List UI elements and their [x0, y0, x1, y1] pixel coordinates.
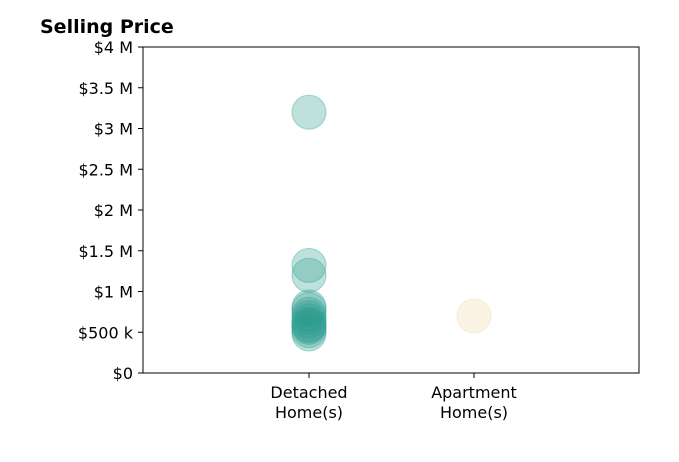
y-tick-label: $0: [113, 364, 133, 383]
chart-marks: [291, 94, 492, 352]
chart-title: Selling Price: [40, 16, 174, 38]
y-tick-label: $3 M: [94, 120, 133, 139]
y-tick-label: $2 M: [94, 201, 133, 220]
y-axis: $0 $500 k $1 M $1.5 M $2 M $2.5 M $3 M $3.5 M $4…: [78, 38, 143, 383]
detached-price-point: [291, 289, 327, 325]
detached-price-point: [291, 303, 327, 339]
y-tick-label: $1.5 M: [78, 242, 133, 261]
y-tick-label: $2.5 M: [78, 160, 133, 179]
y-tick-label: $500 k: [78, 323, 134, 342]
x-axis: Detached Home(s) Apartment Home(s): [270, 373, 517, 422]
detached-price-point: [291, 299, 327, 336]
apartment-price-point: [456, 298, 492, 334]
y-tick-label: $3.5 M: [78, 79, 133, 98]
detached-price-point: [291, 291, 327, 328]
detached-price-point: [291, 309, 327, 345]
plot-frame: [142, 46, 640, 374]
detached-price-point: [291, 94, 327, 130]
detached-price-point: [291, 306, 327, 342]
detached-price-point: [291, 313, 327, 349]
x-tick-label: Apartment Home(s): [431, 383, 517, 422]
detached-price-point: [291, 308, 327, 344]
y-tick-label: $4 M: [94, 38, 133, 57]
detached-price-point: [291, 257, 327, 293]
detached-price-point: [291, 316, 327, 352]
detached-price-point: [291, 247, 327, 284]
detached-price-point: [291, 296, 327, 332]
y-tick-label: $1 M: [94, 283, 133, 302]
x-tick-label: Detached Home(s): [270, 383, 347, 422]
